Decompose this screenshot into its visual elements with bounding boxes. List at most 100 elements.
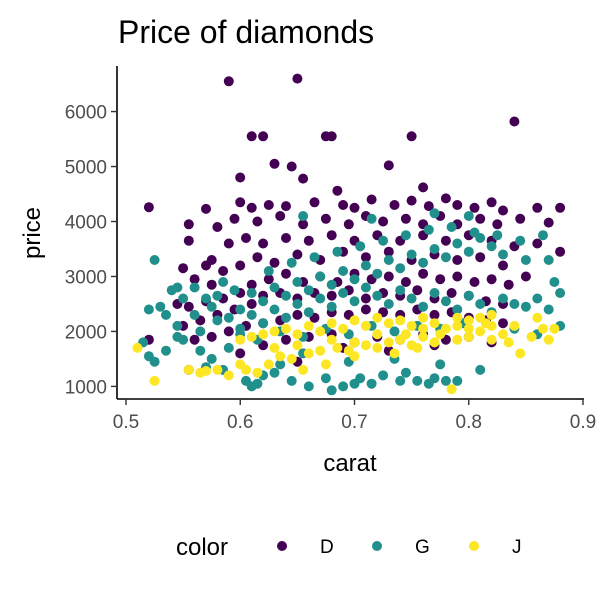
- point-G-86: [383, 299, 394, 309]
- point-J-40: [532, 312, 543, 323]
- point-D-29: [452, 200, 463, 210]
- point-D-59: [281, 233, 291, 243]
- point-D-13: [418, 182, 429, 193]
- point-G-29: [320, 373, 331, 384]
- point-G-7: [172, 282, 183, 293]
- point-G-46: [258, 296, 269, 307]
- point-J-60: [418, 312, 429, 323]
- point-G-83: [418, 301, 429, 312]
- point-G-89: [349, 296, 360, 307]
- point-J-41: [543, 334, 554, 345]
- point-G-69: [538, 230, 548, 241]
- point-G-58: [395, 263, 406, 274]
- point-D-87: [475, 252, 486, 263]
- point-D-60: [303, 235, 314, 246]
- point-G-18: [206, 301, 217, 312]
- point-G-15: [178, 334, 189, 345]
- point-G-91: [326, 301, 337, 312]
- point-G-76: [498, 293, 508, 304]
- point-D-16: [201, 203, 211, 214]
- point-J-31: [452, 334, 463, 345]
- point-D-149: [498, 318, 508, 329]
- point-D-120: [326, 290, 337, 301]
- point-G-55: [360, 260, 371, 271]
- point-J-63: [452, 320, 463, 331]
- point-D-37: [229, 213, 240, 224]
- point-J-23: [389, 348, 400, 359]
- point-D-6: [406, 131, 417, 142]
- point-D-152: [235, 348, 246, 359]
- point-G-61: [429, 244, 440, 254]
- point-D-131: [189, 334, 200, 345]
- point-J-45: [246, 331, 257, 342]
- point-J-39: [526, 331, 537, 342]
- point-G-103: [286, 257, 297, 268]
- point-J-76: [486, 334, 497, 345]
- point-G-102: [263, 266, 274, 276]
- point-D-8: [269, 158, 280, 169]
- point-G-2: [366, 213, 377, 224]
- point-G-3: [298, 211, 309, 221]
- point-J-50: [303, 320, 314, 331]
- point-G-9: [143, 304, 154, 315]
- point-G-5: [155, 301, 166, 312]
- point-G-16: [189, 309, 200, 320]
- point-J-68: [326, 334, 337, 345]
- point-G-100: [229, 285, 240, 296]
- point-D-110: [503, 279, 514, 290]
- point-D-1: [292, 73, 303, 84]
- point-D-154: [281, 334, 291, 345]
- point-G-47: [269, 282, 280, 293]
- point-G-71: [549, 277, 560, 287]
- point-D-50: [492, 219, 503, 230]
- point-G-138: [189, 282, 200, 293]
- legend-label-G: G: [415, 537, 430, 558]
- legend-key-D: [277, 541, 287, 551]
- point-G-121: [389, 326, 400, 337]
- point-D-0: [223, 76, 234, 87]
- point-G-28: [303, 381, 314, 392]
- point-G-101: [218, 277, 229, 287]
- point-J-49: [292, 329, 303, 340]
- point-D-82: [360, 252, 371, 263]
- point-D-11: [235, 172, 246, 183]
- point-D-107: [452, 271, 463, 282]
- y-tick-label: 4000: [65, 213, 107, 234]
- point-G-63: [452, 238, 463, 249]
- y-tick-label: 6000: [65, 103, 107, 124]
- point-D-106: [435, 274, 446, 285]
- point-D-55: [206, 255, 217, 265]
- point-J-8: [241, 364, 251, 375]
- point-G-60: [418, 257, 429, 268]
- point-G-67: [498, 249, 508, 260]
- point-D-97: [281, 268, 291, 279]
- point-D-22: [338, 200, 349, 210]
- point-J-58: [395, 315, 406, 326]
- point-D-10: [383, 160, 394, 171]
- point-D-58: [258, 238, 269, 249]
- point-J-43: [538, 323, 548, 334]
- point-D-108: [469, 277, 480, 287]
- legend-label-D: D: [320, 537, 334, 558]
- point-D-70: [532, 238, 543, 249]
- point-D-132: [206, 331, 217, 342]
- point-G-140: [212, 315, 223, 326]
- point-G-104: [309, 252, 320, 263]
- y-tick-label: 2000: [65, 322, 107, 343]
- y-tick-label: 3000: [65, 267, 107, 288]
- point-G-44: [235, 304, 246, 315]
- point-D-32: [498, 205, 508, 216]
- point-D-109: [486, 274, 497, 285]
- point-G-108: [400, 230, 411, 241]
- point-J-67: [452, 312, 463, 323]
- point-D-9: [286, 161, 297, 172]
- point-J-13: [298, 364, 309, 375]
- point-G-72: [555, 288, 566, 298]
- legend-key-J: [469, 541, 479, 551]
- point-G-42: [452, 375, 463, 386]
- point-G-20: [223, 312, 234, 323]
- point-D-35: [183, 219, 194, 230]
- point-J-22: [383, 337, 394, 348]
- point-J-32: [463, 331, 474, 342]
